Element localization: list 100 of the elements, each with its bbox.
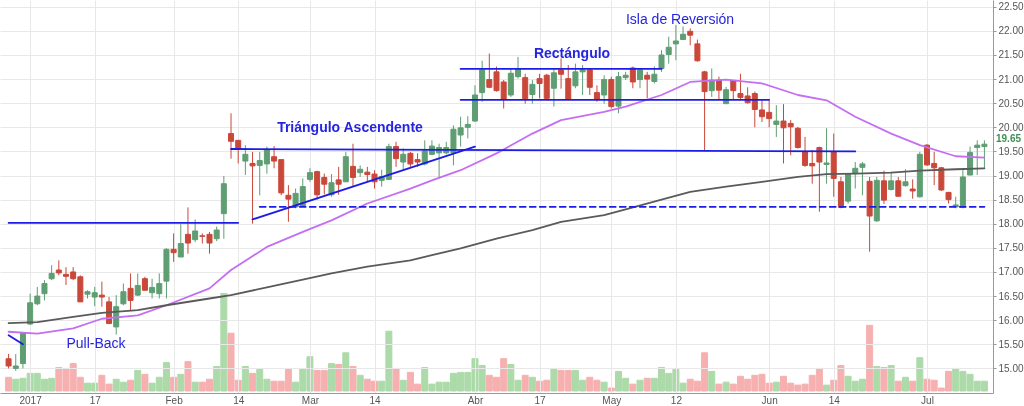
x-tick-label: 14 xyxy=(369,394,382,406)
x-tick-label: Feb xyxy=(165,394,184,406)
candlestick xyxy=(98,281,105,308)
y-tick-label: 18.50 xyxy=(998,194,1024,206)
candlestick xyxy=(895,176,902,198)
x-tick-label: Jul xyxy=(921,394,934,406)
candlestick xyxy=(41,279,48,301)
candlestick xyxy=(242,144,249,176)
candlestick xyxy=(880,170,887,205)
candlestick xyxy=(184,206,191,255)
y-tick-label: 21.00 xyxy=(998,73,1024,85)
text: 19.65 xyxy=(996,133,1022,144)
line-series xyxy=(7,167,986,324)
candlestick xyxy=(773,104,780,138)
candlestick xyxy=(708,67,715,98)
y-tick-label: 22.50 xyxy=(998,1,1024,13)
candlestick xyxy=(170,232,177,263)
y-tick-label: 20.00 xyxy=(998,121,1024,133)
bar xyxy=(643,377,651,392)
bar xyxy=(916,357,924,392)
y-tick-label: 17.50 xyxy=(998,242,1024,254)
bar xyxy=(134,369,142,392)
candlestick xyxy=(694,39,701,63)
bar xyxy=(5,376,13,392)
y-tick-label: 19.00 xyxy=(998,170,1024,182)
bar xyxy=(708,370,716,392)
y-tick-label: 20.50 xyxy=(998,97,1024,109)
y-tick-label: 17.00 xyxy=(998,266,1024,278)
bar xyxy=(887,365,895,392)
x-tick-label: Mar xyxy=(301,394,320,406)
bar xyxy=(715,383,723,392)
y-tick-label: 15.50 xyxy=(998,338,1024,350)
candlestick xyxy=(593,84,600,103)
candlestick xyxy=(177,223,184,258)
line-series xyxy=(7,78,986,335)
y-tick-label: 21.50 xyxy=(998,49,1024,61)
candlestick xyxy=(565,64,572,101)
bar xyxy=(335,364,343,392)
bar xyxy=(249,372,257,392)
x-tick-label: 14 xyxy=(828,394,841,406)
candlestick xyxy=(859,161,866,196)
bar xyxy=(521,374,529,392)
y-tick-label: 15.00 xyxy=(998,362,1024,374)
candlestick xyxy=(680,26,687,41)
bar xyxy=(901,376,909,392)
bar xyxy=(392,367,400,392)
bar xyxy=(880,366,888,392)
bar xyxy=(528,376,536,392)
candlestick xyxy=(127,272,134,311)
bar xyxy=(356,374,364,392)
candlestick xyxy=(586,67,593,96)
bar xyxy=(184,361,192,392)
candlestick xyxy=(601,74,608,105)
candlestick xyxy=(120,283,127,306)
candlestick xyxy=(522,73,529,105)
bar xyxy=(600,381,608,392)
candlestick xyxy=(249,151,256,225)
candlestick xyxy=(701,70,708,152)
candlestick xyxy=(715,76,722,100)
candlestick xyxy=(644,71,651,99)
y-tick-label: 18.00 xyxy=(998,218,1024,230)
x-tick-label: 2017 xyxy=(19,394,43,406)
candlestick xyxy=(350,143,356,188)
bar xyxy=(141,373,149,392)
x-tick-label: Jun xyxy=(761,394,778,406)
bar xyxy=(873,366,881,392)
candlestick xyxy=(816,146,823,213)
bar xyxy=(550,367,558,392)
bar xyxy=(191,381,199,392)
bar xyxy=(127,379,135,392)
bar xyxy=(629,383,637,392)
bar xyxy=(772,381,780,392)
candlestick xyxy=(794,126,801,150)
candlestick xyxy=(823,127,830,185)
x-tick-label: 17 xyxy=(534,394,547,406)
candlestick xyxy=(285,184,292,223)
candlestick xyxy=(335,166,342,196)
bar xyxy=(177,373,185,392)
bar xyxy=(636,379,644,392)
candlestick xyxy=(192,218,199,243)
x-tick-label: 12 xyxy=(670,394,683,406)
candlestick xyxy=(550,67,557,108)
bar xyxy=(607,387,615,392)
bar xyxy=(349,366,357,392)
annotation: Triángulo Ascendente xyxy=(277,119,424,135)
y-tick-label: 19.50 xyxy=(998,145,1024,157)
bar xyxy=(399,379,407,392)
bar xyxy=(327,363,335,392)
y-tick-label: 16.50 xyxy=(998,290,1024,302)
bar xyxy=(909,380,917,392)
y-tick-label: 16.00 xyxy=(998,314,1024,326)
bar xyxy=(894,380,902,392)
annotation: Rectángulo xyxy=(533,45,611,61)
annotation: Isla de Reversión xyxy=(625,11,735,27)
bar xyxy=(241,366,249,392)
candlestick xyxy=(672,24,679,61)
candlestick xyxy=(909,178,916,200)
candlestick xyxy=(479,60,486,103)
bar xyxy=(722,381,730,392)
candlestick xyxy=(529,79,536,105)
